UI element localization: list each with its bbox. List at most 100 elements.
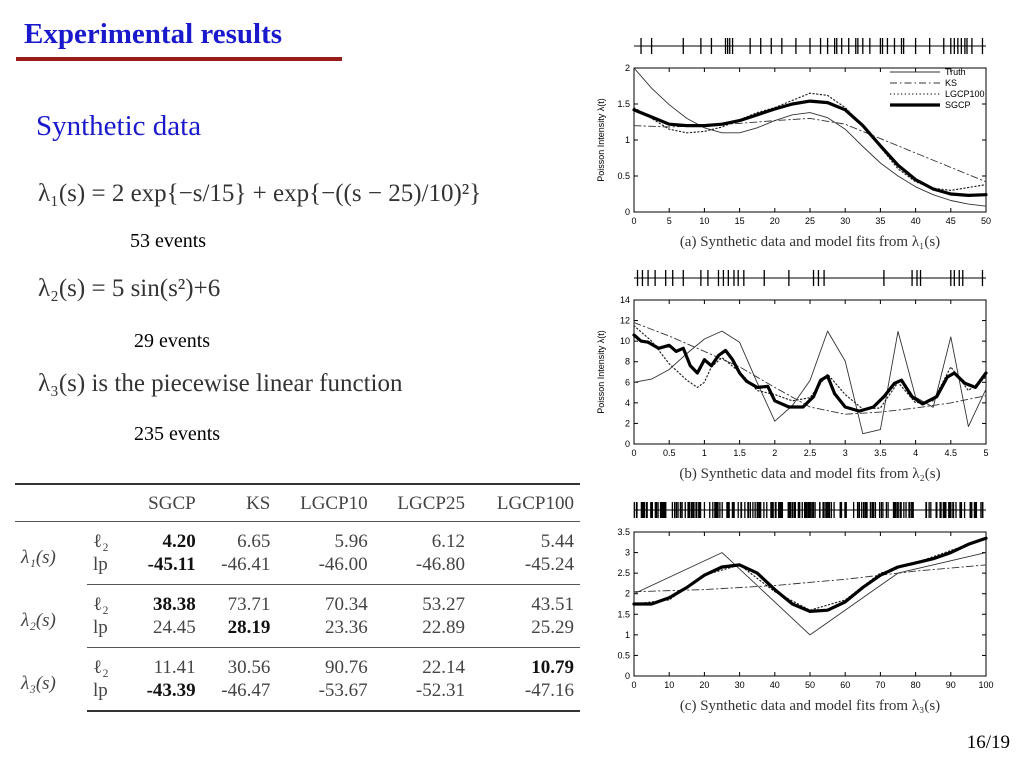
table-row: λ₃(s) ℓ₂ 11.41 30.56 90.76 22.14 10.79 (15, 648, 580, 694)
x-tick-label: 3.5 (874, 448, 887, 458)
slide-title: Experimental results (24, 18, 283, 50)
x-tick-label: 50 (981, 216, 991, 226)
table-header: SGCP (127, 484, 202, 522)
x-tick-label: 2.5 (804, 448, 817, 458)
y-tick-label: 0 (625, 671, 630, 681)
table-cell: 22.89 (373, 616, 471, 648)
chart-lambda1: 0 5 10 15 20 25 30 35 40 45 50 0 0.5 1 1.5 2 Poisson Int… (596, 38, 991, 250)
y-tick-label: 10 (620, 336, 630, 346)
y-tick-label: 2 (625, 418, 630, 428)
x-tick-label: 5 (983, 448, 988, 458)
x-tick-label: 10 (699, 216, 709, 226)
series-line-ks (633, 564, 987, 593)
legend-label: Truth (945, 67, 966, 77)
x-tick-label: 0 (631, 680, 636, 690)
equation-lambda1: λ₁(s) = 2 exp{−s/15} + exp{−((s − 25)/10… (38, 180, 482, 207)
chart-caption: (a) Synthetic data and model fits from λ… (680, 234, 940, 250)
chart-caption: (c) Synthetic data and model fits from λ… (680, 698, 940, 714)
series-line-truth (633, 67, 987, 207)
series-line-sgcp (632, 99, 988, 197)
y-tick-label: 12 (620, 316, 630, 326)
x-tick-label: 25 (805, 216, 815, 226)
table-cell: 43.51 (531, 594, 574, 615)
table-header-row: SGCP KS LGCP10 LGCP25 LGCP100 (15, 484, 580, 522)
y-tick-label: 3.5 (617, 527, 630, 537)
table-cell: 10.79 (531, 657, 574, 678)
x-tick-label: 0 (631, 216, 636, 226)
y-tick-label: 2 (625, 589, 630, 599)
table-cell: 4.20 (162, 531, 196, 552)
equation-lambda3: λ₃(s) is the piecewise linear function (38, 370, 403, 397)
series-line-ks (633, 322, 987, 415)
series-line-truth (633, 552, 987, 636)
x-tick-label: 0.5 (663, 448, 676, 458)
plot-frame (633, 531, 987, 677)
table-cell: 23.36 (276, 616, 374, 648)
x-tick-label: 30 (840, 216, 850, 226)
legend-label: LGCP100 (945, 89, 985, 99)
x-tick-label: 30 (735, 680, 745, 690)
table-fn-label: λ₁(s) (21, 546, 56, 568)
x-tick-label: 50 (805, 680, 815, 690)
table-metric: ℓ₂ (93, 531, 109, 552)
events-count-2: 29 events (134, 330, 211, 352)
table-cell: -45.24 (471, 553, 580, 585)
table-cell: 5.44 (540, 531, 574, 552)
table-cell: 73.71 (227, 594, 271, 615)
x-tick-label: 4.5 (945, 448, 958, 458)
x-tick-label: 60 (840, 680, 850, 690)
table-header (87, 484, 127, 522)
table-row: lp 24.45 28.19 23.36 22.89 25.29 (15, 616, 580, 648)
legend-label: SGCP (945, 100, 971, 110)
table-cell: 70.34 (324, 594, 368, 615)
x-tick-label: 2 (772, 448, 777, 458)
x-tick-label: 5 (667, 216, 672, 226)
y-tick-label: 0 (625, 439, 630, 449)
table-cell: 53.27 (422, 594, 465, 615)
y-tick-label: 0 (625, 207, 630, 217)
table-header: LGCP10 (276, 484, 374, 522)
y-tick-label: 4 (625, 398, 630, 408)
x-tick-label: 100 (978, 680, 993, 690)
table-cell: 6.65 (237, 531, 271, 552)
x-tick-label: 15 (735, 216, 745, 226)
y-axis-label: Poisson Intensity λ(t) (596, 330, 606, 414)
x-tick-label: 0 (631, 448, 636, 458)
table-row: lp -45.11 -46.41 -46.00 -46.80 -45.24 (15, 553, 580, 585)
table-cell: 30.56 (227, 657, 271, 678)
table-row: λ₁(s) ℓ₂ 4.20 6.65 5.96 6.12 5.44 (15, 522, 580, 568)
x-tick-label: 3 (843, 448, 848, 458)
chart-lambda2: 0 0.5 1 1.5 2 2.5 3 3.5 4 4.5 5 0 2 4 6 8 10 12 14 Poisson … (596, 270, 989, 482)
table-row: λ₂(s) ℓ₂ 38.38 73.71 70.34 53.27 43.51 (15, 585, 580, 631)
y-tick-label: 6 (625, 377, 630, 387)
title-underline (16, 57, 342, 61)
y-axis-label: Poisson Intensity λ(t) (596, 98, 606, 182)
table-cell: 22.14 (422, 657, 465, 678)
table-cell: 24.45 (127, 616, 202, 648)
chart-caption: (b) Synthetic data and model fits from λ… (679, 466, 940, 482)
series-line-lgcp100 (633, 537, 987, 611)
table-cell: 25.29 (471, 616, 580, 648)
table-header: LGCP100 (471, 484, 580, 522)
table-cell: 5.96 (334, 531, 368, 552)
table-metric: lp (87, 679, 127, 712)
x-tick-label: 20 (770, 216, 780, 226)
x-tick-label: 40 (770, 680, 780, 690)
series-line-ks (633, 117, 987, 183)
events-count-3: 235 events (134, 423, 221, 445)
x-tick-label: 90 (946, 680, 956, 690)
page-number: 16/19 (966, 732, 1010, 753)
x-tick-label: 40 (911, 216, 921, 226)
y-tick-label: 1 (625, 630, 630, 640)
table-header: KS (201, 484, 277, 522)
x-tick-label: 45 (946, 216, 956, 226)
x-tick-label: 4 (913, 448, 918, 458)
series-line-truth (633, 330, 987, 435)
x-tick-label: 80 (911, 680, 921, 690)
x-tick-label: 70 (875, 680, 885, 690)
y-tick-label: 1.5 (617, 609, 630, 619)
section-subtitle: Synthetic data (36, 110, 202, 142)
y-tick-label: 2.5 (617, 568, 630, 578)
table-cell: -52.31 (373, 679, 471, 712)
y-tick-label: 0.5 (617, 171, 630, 181)
